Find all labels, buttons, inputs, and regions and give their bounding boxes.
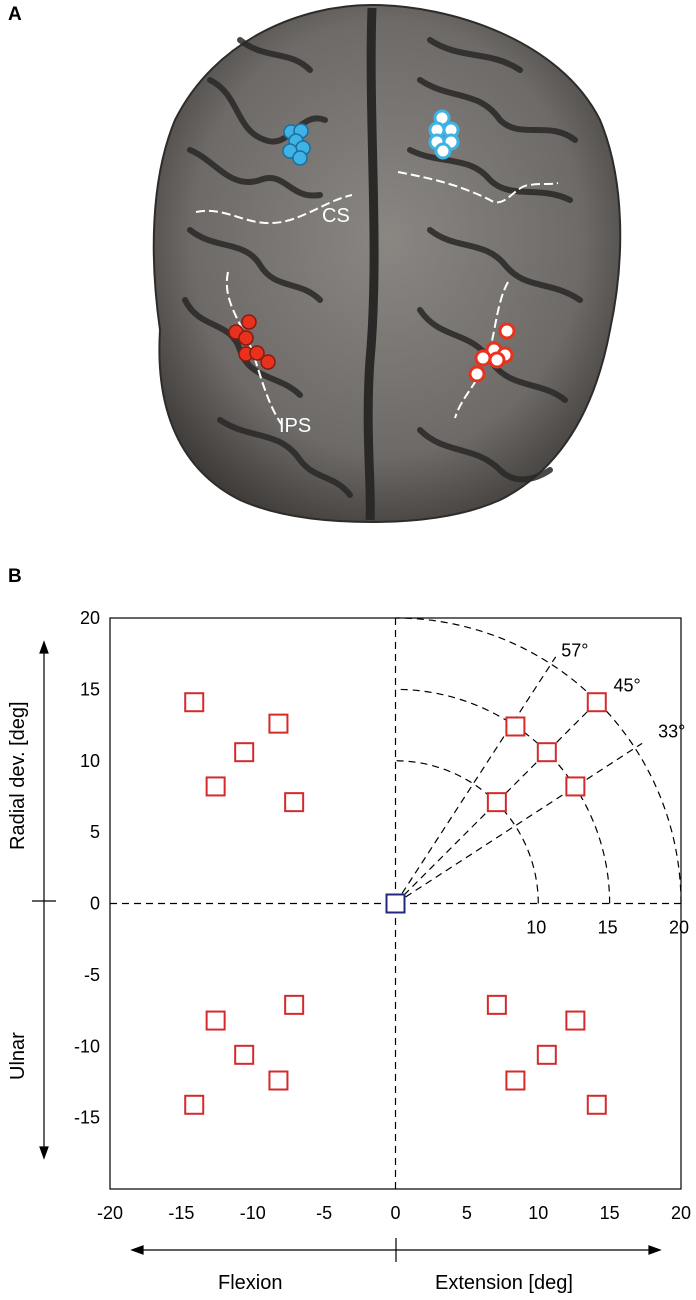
center-target-square	[385, 893, 406, 914]
direction-ray	[395, 742, 643, 905]
target-square	[268, 713, 289, 734]
activation-dot	[260, 354, 276, 370]
target-square	[586, 1094, 607, 1115]
panel-label-a: A	[8, 4, 22, 25]
target-square	[536, 742, 557, 763]
direction-ray	[394, 656, 557, 904]
target-square	[234, 742, 255, 763]
y-tick-label: 10	[80, 751, 100, 771]
target-square	[536, 1044, 557, 1065]
target-square	[184, 1094, 205, 1115]
target-chart: -20 -15 -10 -5 0 5 10 15 20 -15 -10 -5 0 5 10 15 20 57°…	[7, 608, 691, 1294]
target-square	[234, 1044, 255, 1065]
activation-cluster-right-motor	[428, 109, 460, 160]
y-tick-label: -15	[74, 1108, 100, 1128]
ips-label: IPS	[279, 415, 311, 437]
y-tick-label: -5	[84, 965, 100, 985]
brain-image	[152, 3, 622, 524]
up-arrow-icon	[39, 640, 49, 654]
brain-outline	[152, 3, 622, 524]
target-square	[486, 994, 507, 1015]
central-sulcus-right	[397, 171, 559, 204]
x-tick-label: 10	[528, 1203, 548, 1223]
x-tick-label: -5	[316, 1203, 332, 1223]
x-tick-label: 20	[671, 1203, 691, 1223]
central-sulcus-left	[195, 194, 353, 225]
down-arrow-icon	[39, 1146, 49, 1160]
ray-angle-label: 57°	[561, 640, 588, 660]
sulci-pattern	[182, 37, 583, 498]
activation-dot	[434, 142, 452, 160]
y-tick-label: -10	[74, 1036, 100, 1056]
ray-angle-label: 33°	[658, 722, 685, 742]
target-square	[268, 1070, 289, 1091]
radius-label: 15	[598, 918, 618, 938]
activation-cluster-left-motor	[282, 123, 311, 166]
activation-dot	[249, 345, 265, 361]
x-tick-label: 15	[600, 1203, 620, 1223]
y-tick-label: 20	[80, 608, 100, 628]
xlabel-extension: Extension [deg]	[435, 1272, 573, 1294]
target-square	[205, 1010, 226, 1031]
activation-dot	[498, 322, 516, 340]
cs-label: CS	[322, 205, 350, 227]
target-square	[205, 776, 226, 797]
target-square	[184, 692, 205, 713]
xlabel-flexion: Flexion	[218, 1272, 282, 1294]
midline-fissure	[363, 7, 379, 521]
left-arrow-icon	[130, 1245, 144, 1255]
target-square	[505, 1070, 526, 1091]
target-square	[565, 1010, 586, 1031]
target-square	[586, 692, 607, 713]
radius-label: 20	[669, 918, 689, 938]
ylabel-arrows	[32, 640, 56, 1160]
xlabel-arrows	[130, 1238, 662, 1262]
activation-dot	[238, 330, 254, 346]
x-tick-label: -20	[97, 1203, 123, 1223]
target-square	[565, 776, 586, 797]
panel-label-b: B	[8, 566, 22, 587]
activation-cluster-left-parietal	[228, 314, 276, 370]
target-square	[284, 994, 305, 1015]
right-arrow-icon	[648, 1245, 662, 1255]
activation-dot	[292, 150, 308, 166]
y-tick-label: 15	[80, 679, 100, 699]
y-tick-label: 0	[90, 894, 100, 914]
activation-dot	[468, 365, 486, 383]
ylabel-ulnar: Ulnar	[7, 1032, 29, 1080]
target-square	[505, 716, 526, 737]
y-tick-label: 5	[90, 822, 100, 842]
ylabel-radial: Radial dev. [deg]	[7, 701, 29, 850]
x-tick-label: -15	[168, 1203, 194, 1223]
activation-dot	[488, 351, 506, 369]
x-tick-label: 0	[390, 1203, 400, 1223]
activation-dot	[241, 314, 257, 330]
radius-label: 10	[526, 918, 546, 938]
ray-angle-label: 45°	[613, 676, 640, 696]
radius-arc	[395, 617, 682, 904]
activation-cluster-right-parietal	[468, 322, 516, 383]
x-tick-label: 5	[462, 1203, 472, 1223]
target-square	[486, 792, 507, 813]
activation-dot	[474, 349, 492, 367]
target-square	[284, 792, 305, 813]
x-tick-label: -10	[240, 1203, 266, 1223]
